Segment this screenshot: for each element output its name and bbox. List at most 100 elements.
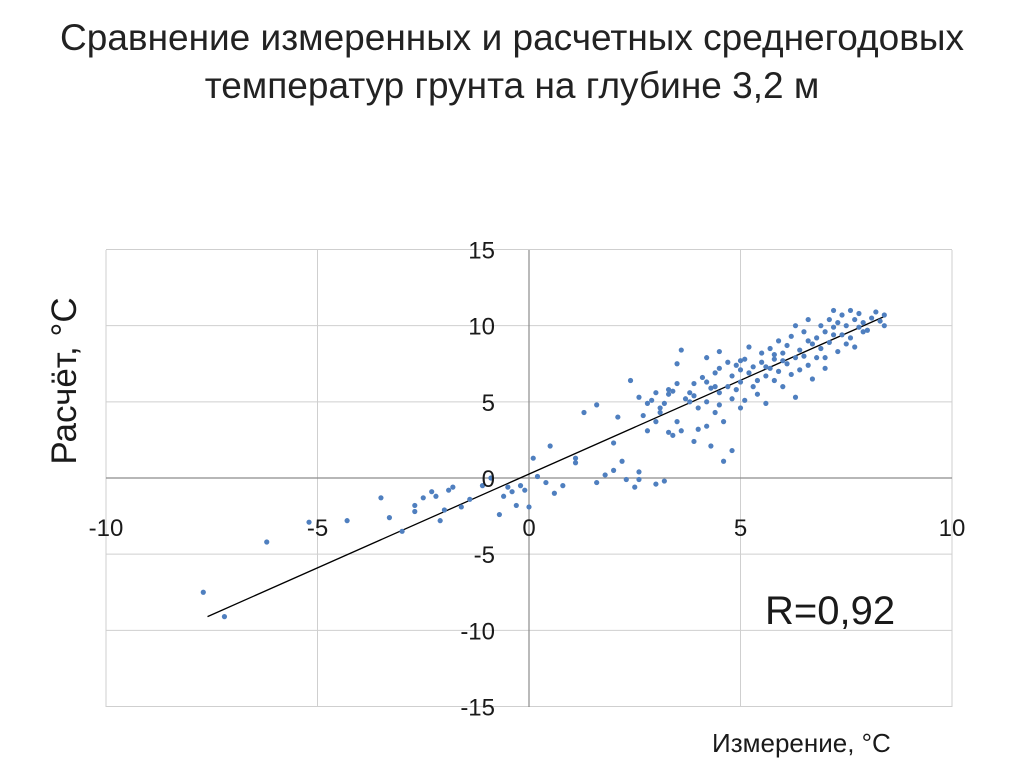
data-point	[704, 399, 710, 405]
data-point	[822, 329, 828, 335]
data-point	[674, 419, 680, 425]
data-point	[429, 489, 435, 495]
data-point	[822, 365, 828, 371]
data-point	[530, 455, 536, 461]
data-point	[835, 320, 841, 326]
data-point	[699, 374, 706, 381]
data-point	[716, 365, 722, 371]
data-point	[856, 324, 862, 330]
data-point	[725, 384, 731, 390]
data-point	[687, 390, 693, 396]
data-point	[881, 323, 887, 329]
data-point	[792, 355, 799, 361]
data-point	[805, 338, 811, 344]
data-point	[797, 347, 803, 353]
data-point	[729, 373, 735, 379]
data-point	[378, 495, 384, 501]
data-point	[644, 428, 651, 434]
data-point	[780, 358, 786, 364]
data-point	[775, 368, 782, 374]
data-point	[611, 467, 617, 473]
data-point	[479, 483, 486, 489]
data-point	[809, 376, 816, 382]
data-point	[750, 364, 756, 370]
data-point	[611, 440, 617, 446]
y-tick-label: -5	[474, 542, 495, 569]
data-point	[640, 412, 646, 419]
data-point	[572, 460, 579, 466]
data-point	[759, 350, 765, 356]
axes	[106, 250, 952, 707]
data-point	[771, 352, 777, 358]
chart-title-line-1: Сравнение измеренных и расчетных среднег…	[60, 17, 964, 58]
data-point	[826, 339, 832, 346]
data-point	[594, 402, 600, 408]
data-point	[839, 312, 845, 318]
data-point	[814, 355, 820, 361]
data-point	[602, 472, 608, 478]
data-point	[704, 423, 710, 429]
data-point	[488, 475, 494, 481]
correlation-annotation: R=0,92	[765, 589, 895, 633]
data-point	[619, 458, 625, 464]
data-point	[754, 391, 761, 397]
data-point	[467, 496, 473, 502]
data-point	[792, 394, 799, 400]
data-point	[720, 419, 727, 425]
data-point	[771, 377, 777, 384]
data-point	[742, 397, 748, 403]
data-point	[412, 502, 418, 509]
data-point	[733, 387, 739, 393]
data-point	[572, 455, 579, 461]
data-point	[733, 362, 739, 368]
data-point	[792, 323, 799, 329]
data-point	[437, 518, 443, 524]
data-point	[665, 387, 672, 393]
data-point	[780, 384, 786, 390]
data-point	[458, 504, 464, 510]
data-point	[522, 487, 528, 493]
data-point	[801, 353, 807, 359]
data-point	[818, 323, 824, 329]
data-point	[729, 447, 735, 454]
data-point	[767, 365, 773, 371]
data-point	[670, 432, 676, 438]
data-point	[788, 371, 794, 378]
x-tick-label: -10	[89, 515, 124, 542]
data-point	[708, 443, 714, 449]
data-point	[725, 359, 731, 365]
data-point	[496, 511, 502, 518]
data-point	[691, 380, 697, 387]
data-point	[547, 443, 553, 449]
data-point	[344, 518, 350, 524]
data-point	[513, 502, 519, 509]
data-point	[847, 307, 854, 314]
data-point	[712, 409, 718, 416]
data-point	[830, 332, 837, 338]
data-point	[623, 476, 629, 483]
x-tick-label: -5	[307, 515, 328, 542]
data-point	[661, 400, 667, 406]
data-point	[784, 342, 790, 349]
data-point	[771, 356, 777, 362]
data-point	[399, 528, 405, 534]
y-tick-labels: 15 10 5 0 -5 -10 -15	[460, 238, 495, 722]
data-point	[809, 341, 816, 347]
y-tick-label: 5	[482, 390, 495, 417]
data-point	[830, 324, 837, 330]
data-point	[509, 489, 515, 495]
data-point	[636, 469, 642, 475]
data-point	[881, 312, 887, 318]
data-point	[450, 484, 456, 490]
data-point	[835, 348, 841, 355]
data-point	[737, 367, 744, 373]
data-point	[674, 380, 680, 387]
data-point	[691, 438, 697, 445]
data-point	[644, 400, 651, 406]
data-point	[708, 385, 714, 391]
data-point	[661, 478, 667, 484]
data-point	[695, 405, 701, 411]
data-point	[581, 409, 587, 416]
data-point	[746, 344, 752, 350]
